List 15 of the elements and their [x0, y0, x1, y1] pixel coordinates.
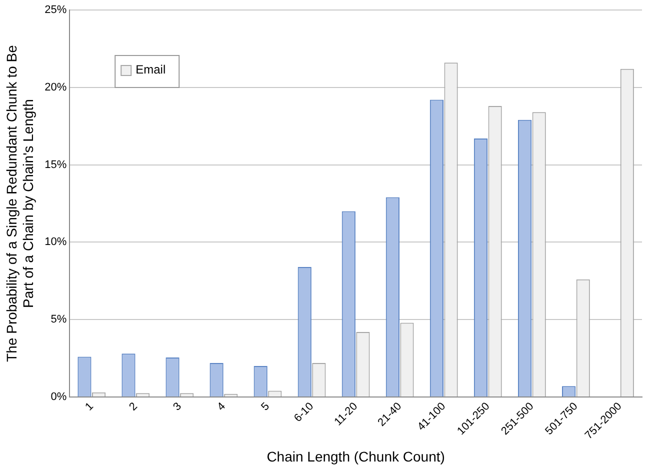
- y-axis-title: The Probability of a Single Redundant Chunk to Be Part of a Chain by Chain's Length: [3, 44, 36, 362]
- y-tick-label: 25%: [44, 4, 67, 16]
- x-tick-label: 3: [171, 400, 184, 414]
- x-tick-label: 4: [215, 400, 228, 414]
- x-tick-label: 1: [83, 400, 96, 414]
- y-tick-label: 20%: [44, 81, 67, 94]
- x-tick-label: 2: [127, 400, 140, 414]
- x-tick-label: 6-10: [292, 400, 316, 425]
- x-axis-title: Chain Length (Chunk Count): [266, 448, 445, 464]
- y-tick-label: 0%: [50, 391, 67, 404]
- y-tick-label: 15%: [44, 158, 67, 171]
- x-tick-label: 5: [259, 400, 272, 414]
- y-tick-label: 5%: [50, 314, 67, 326]
- legend-label: Email: [136, 62, 166, 76]
- y-tick-label: 10%: [44, 236, 67, 248]
